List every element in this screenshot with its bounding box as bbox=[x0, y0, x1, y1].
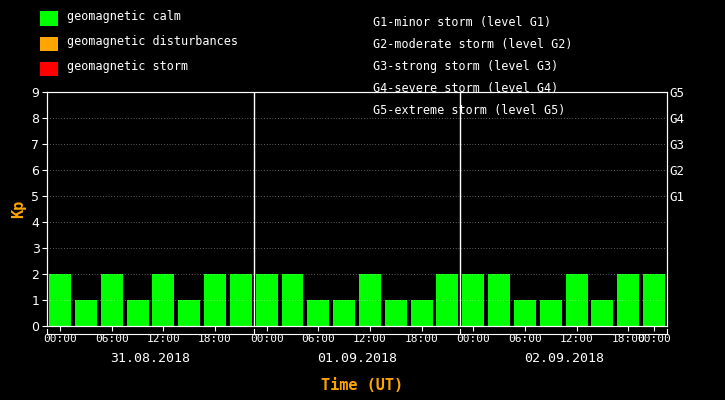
Bar bbox=[49, 274, 71, 326]
Text: 01.09.2018: 01.09.2018 bbox=[317, 352, 397, 364]
Bar bbox=[514, 300, 536, 326]
Text: 31.08.2018: 31.08.2018 bbox=[110, 352, 191, 364]
Text: geomagnetic calm: geomagnetic calm bbox=[67, 10, 181, 23]
Bar bbox=[359, 274, 381, 326]
Bar bbox=[488, 274, 510, 326]
Text: 02.09.2018: 02.09.2018 bbox=[523, 352, 604, 364]
Bar bbox=[256, 274, 278, 326]
Bar bbox=[592, 300, 613, 326]
Bar bbox=[436, 274, 458, 326]
Bar bbox=[127, 300, 149, 326]
Bar bbox=[334, 300, 355, 326]
Bar bbox=[178, 300, 200, 326]
Text: geomagnetic disturbances: geomagnetic disturbances bbox=[67, 35, 238, 48]
Bar bbox=[75, 300, 97, 326]
Text: G3-strong storm (level G3): G3-strong storm (level G3) bbox=[373, 60, 559, 73]
Bar bbox=[230, 274, 252, 326]
Bar bbox=[281, 274, 304, 326]
Bar bbox=[617, 274, 639, 326]
Text: geomagnetic storm: geomagnetic storm bbox=[67, 60, 188, 74]
Text: G1-minor storm (level G1): G1-minor storm (level G1) bbox=[373, 16, 552, 29]
Bar bbox=[204, 274, 226, 326]
Text: G4-severe storm (level G4): G4-severe storm (level G4) bbox=[373, 82, 559, 95]
Y-axis label: Kp: Kp bbox=[11, 200, 26, 218]
Bar bbox=[643, 274, 665, 326]
Bar bbox=[410, 300, 433, 326]
Text: G5-extreme storm (level G5): G5-extreme storm (level G5) bbox=[373, 104, 566, 117]
Text: Time (UT): Time (UT) bbox=[321, 378, 404, 394]
Bar bbox=[540, 300, 562, 326]
Bar bbox=[566, 274, 587, 326]
Bar bbox=[152, 274, 174, 326]
Bar bbox=[463, 274, 484, 326]
Bar bbox=[307, 300, 329, 326]
Text: G2-moderate storm (level G2): G2-moderate storm (level G2) bbox=[373, 38, 573, 51]
Bar bbox=[385, 300, 407, 326]
Bar bbox=[101, 274, 123, 326]
